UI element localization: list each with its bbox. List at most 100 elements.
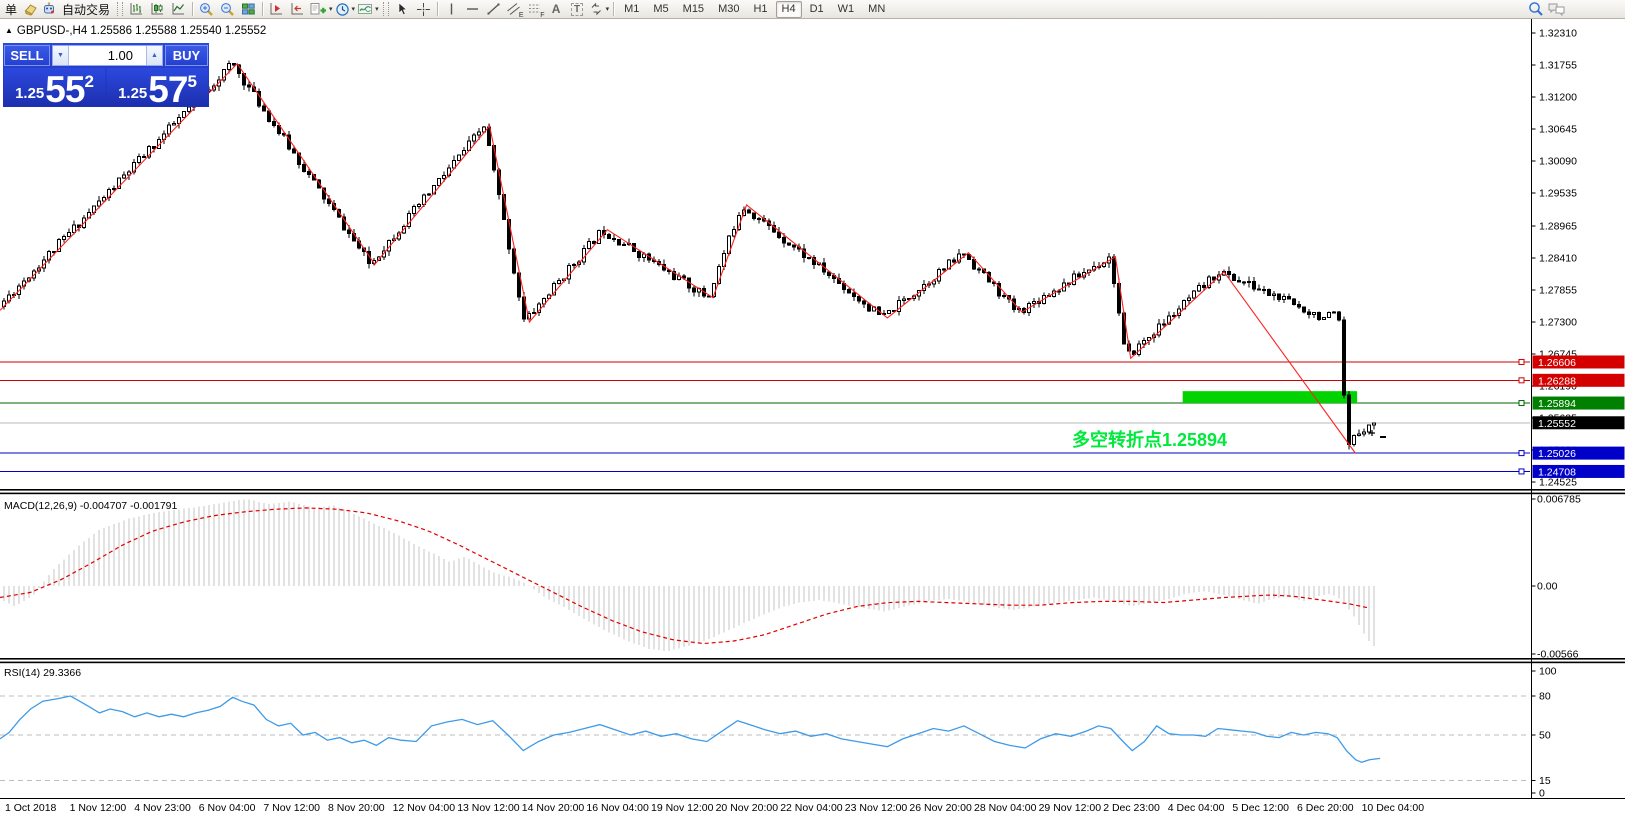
label-tool-letter: T xyxy=(571,2,584,16)
timeframe-mn[interactable]: MN xyxy=(868,2,886,15)
arrows-icon[interactable]: ▾ xyxy=(588,0,611,19)
bar-chart-icon[interactable] xyxy=(126,0,147,19)
panel-divider[interactable] xyxy=(0,658,1625,660)
auto-scroll-icon[interactable] xyxy=(266,0,287,19)
annotation-text[interactable]: 多空转折点1.25894 xyxy=(1072,429,1227,450)
auto-trading-button[interactable]: 自动交易 xyxy=(41,0,114,19)
line-anchor[interactable] xyxy=(1518,358,1525,365)
candlesticks xyxy=(2,60,1376,450)
line-anchor[interactable] xyxy=(1518,400,1525,407)
order-button-text[interactable]: 单 xyxy=(5,2,18,17)
text-icon[interactable]: A xyxy=(546,0,567,19)
time-tick: 1 Oct 2018 xyxy=(5,802,57,814)
timeframe-h1[interactable]: H1 xyxy=(753,2,768,15)
buy-button[interactable]: BUY xyxy=(165,45,208,66)
text-label-icon[interactable]: T xyxy=(567,0,588,19)
timeframe-m30[interactable]: M30 xyxy=(718,2,740,15)
price-tick: 1.30645 xyxy=(1539,124,1577,136)
buy-price-display[interactable]: 1.25 57 5 xyxy=(107,68,208,111)
line-chart-icon[interactable] xyxy=(168,0,189,19)
macd-scale-tick: 0.00 xyxy=(1537,581,1558,593)
dropdown-caret-icon: ▾ xyxy=(351,6,356,13)
buy-price-prefix: 1.25 xyxy=(118,85,148,102)
cursor-icon[interactable] xyxy=(392,0,413,19)
time-axis[interactable]: 1 Oct 2018 1 Nov 12:00 4 Nov 23:00 6 Nov 04… xyxy=(0,798,1625,815)
price-badge-label: 1.25552 xyxy=(1538,418,1576,430)
volume-increase-button[interactable]: ▲ xyxy=(146,46,162,65)
macd-label: MACD(12,26,9) -0.004707 -0.001791 xyxy=(4,500,178,512)
price-tick: 1.27300 xyxy=(1539,316,1577,328)
one-click-trading-panel: SELL ▼ 1.00 ▲ BUY 1.25 55 2 1.25 57 5 xyxy=(3,43,209,111)
chart-canvas[interactable]: 多空转折点1.25894 1.32310 1.31755 1.31200 1.30645… xyxy=(0,19,1625,818)
time-tick: 13 Nov 12:00 xyxy=(457,802,520,814)
price-tick: 1.29535 xyxy=(1539,188,1577,200)
rsi-scale-tick: 50 xyxy=(1539,730,1551,742)
level-lines[interactable] xyxy=(0,358,1530,475)
candlestick-chart-icon[interactable] xyxy=(147,0,168,19)
zoom-out-icon[interactable] xyxy=(217,0,238,19)
horizontal-line-icon[interactable] xyxy=(462,0,483,19)
timeframe-m5[interactable]: M5 xyxy=(653,2,669,15)
rsi-indicator: RSI(14) 29.3366 100 80 50 150 xyxy=(0,666,1557,800)
time-tick: 22 Nov 04:00 xyxy=(780,802,843,814)
timeframe-d1[interactable]: D1 xyxy=(809,2,824,15)
timeframe-clock-icon[interactable]: ▾ xyxy=(334,0,357,19)
sell-price-main: 55 xyxy=(45,69,85,111)
panel-divider[interactable] xyxy=(0,661,1625,664)
sell-price-display[interactable]: 1.25 55 2 xyxy=(4,68,105,111)
trendline-icon[interactable] xyxy=(483,0,504,19)
highlight-rectangle[interactable] xyxy=(1182,391,1358,404)
chat-icon[interactable] xyxy=(1546,0,1568,19)
channel-tool-letter: E xyxy=(518,11,524,19)
toolbar-separator xyxy=(192,2,194,16)
crosshair-icon[interactable] xyxy=(413,0,434,19)
price-badge-label: 1.26606 xyxy=(1538,357,1576,369)
time-tick: 4 Dec 04:00 xyxy=(1168,802,1225,814)
rsi-scale-tick: 80 xyxy=(1539,691,1551,703)
price-tick: 1.31200 xyxy=(1539,92,1577,104)
line-anchor[interactable] xyxy=(1518,468,1525,475)
zoom-in-icon[interactable] xyxy=(196,0,217,19)
toolbar-separator xyxy=(436,2,438,16)
collapse-triangle-icon[interactable]: ▲ xyxy=(5,26,13,35)
vertical-line-icon[interactable] xyxy=(441,0,462,19)
toolbar-separator xyxy=(613,2,615,16)
timeframe-m1[interactable]: M1 xyxy=(624,2,640,15)
volume-input[interactable]: 1.00 xyxy=(107,48,133,63)
zigzag-line xyxy=(0,62,1357,454)
search-icon[interactable] xyxy=(1525,0,1546,19)
price-badge-1.26288 xyxy=(1532,373,1625,387)
sell-button[interactable]: SELL xyxy=(4,45,50,66)
sell-price-sup: 2 xyxy=(84,72,94,91)
equidistant-channel-icon[interactable]: E xyxy=(504,0,525,19)
eraser-icon[interactable] xyxy=(20,0,41,19)
tile-windows-icon[interactable] xyxy=(238,0,259,19)
toolbar-grip[interactable] xyxy=(382,2,389,16)
timeframe-h4[interactable]: H4 xyxy=(775,0,802,18)
price-tick: 1.31755 xyxy=(1539,60,1577,72)
buy-price-sup: 5 xyxy=(187,72,197,91)
sell-price-prefix: 1.25 xyxy=(15,85,45,102)
buy-price-main: 57 xyxy=(148,69,188,111)
time-tick: 1 Nov 12:00 xyxy=(70,802,127,814)
price-axis[interactable]: 1.32310 1.31755 1.31200 1.30645 1.30090 1.295… xyxy=(1531,19,1625,799)
volume-decrease-button[interactable]: ▼ xyxy=(53,46,69,65)
panel-divider[interactable] xyxy=(0,492,1625,495)
line-anchor[interactable] xyxy=(1518,450,1525,457)
timeframe-w1[interactable]: W1 xyxy=(837,2,855,15)
new-order-icon[interactable]: ▾ xyxy=(308,0,334,19)
text-tool-letter: A xyxy=(551,2,561,16)
chart-template-icon[interactable]: ▾ xyxy=(356,0,380,19)
price-tick: 1.30090 xyxy=(1539,156,1577,168)
timeframe-m15[interactable]: M15 xyxy=(682,2,705,15)
price-badge-1.26606 xyxy=(1532,355,1625,369)
panel-divider[interactable] xyxy=(0,489,1625,491)
price-tick: 1.28965 xyxy=(1539,220,1577,232)
line-anchor[interactable] xyxy=(1518,377,1525,384)
time-tick: 6 Nov 04:00 xyxy=(199,802,256,814)
fibonacci-icon[interactable]: F xyxy=(525,0,546,19)
toolbar-grip[interactable] xyxy=(117,2,124,16)
auto-trading-label: 自动交易 xyxy=(62,2,111,17)
chart-shift-icon[interactable] xyxy=(287,0,308,19)
